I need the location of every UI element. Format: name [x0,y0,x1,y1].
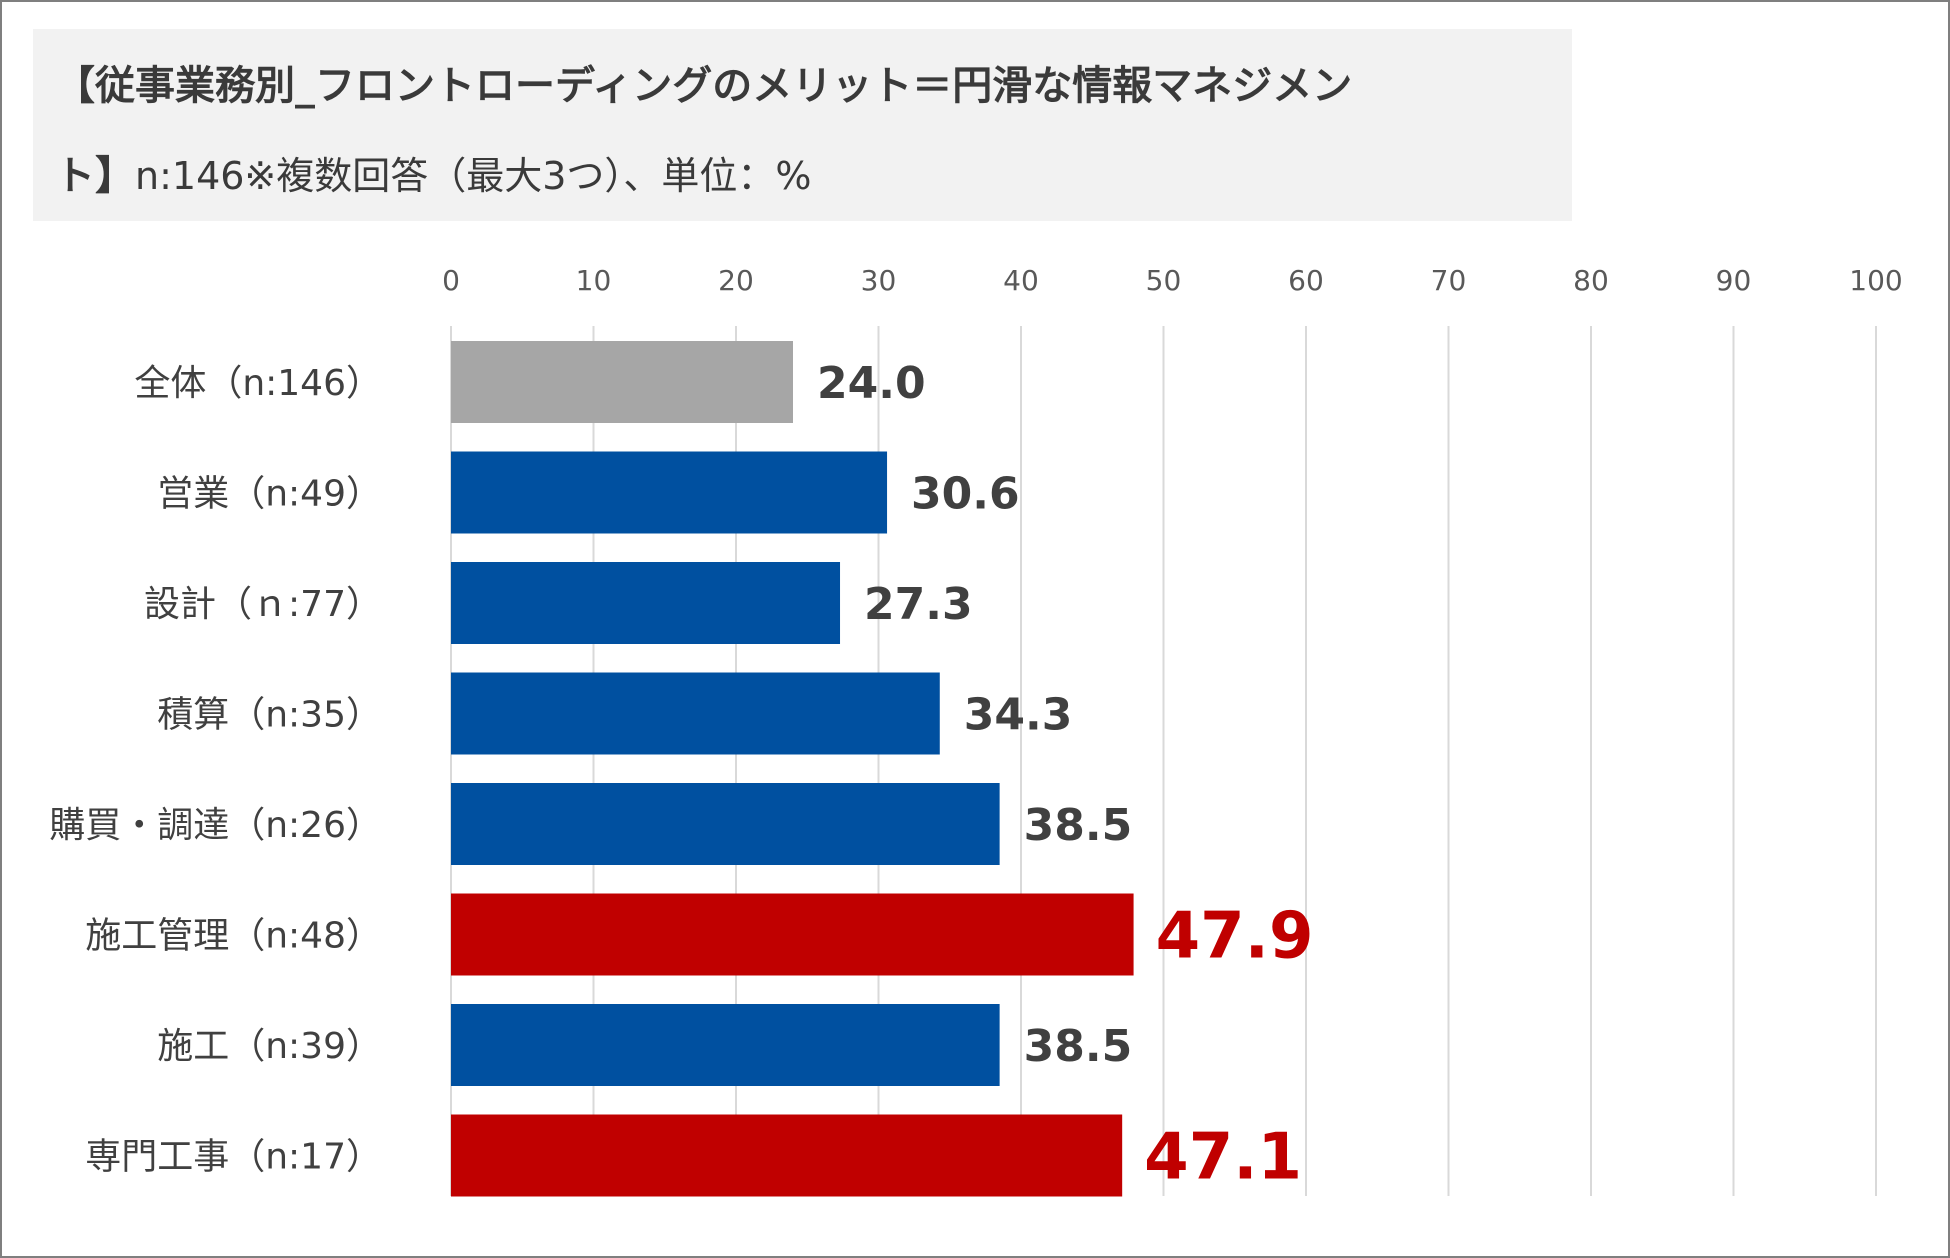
chart-subtitle: n:146※複数回答（最大3つ）、単位：% [135,154,812,198]
category-label: 専門工事（n:17） [85,1137,382,1178]
category-label: 購買・調達（n:26） [49,805,382,846]
x-tick-label: 70 [1431,264,1467,297]
bar [451,341,793,423]
bar [451,893,1134,976]
category-label: 全体（n:146） [134,363,382,404]
x-tick-label: 10 [576,264,612,297]
data-label: 27.3 [864,579,973,630]
chart-title-line-1: 【従事業務別_フロントローディングのメリット＝円滑な情報マネジメン [55,63,1353,109]
bar [451,451,888,534]
data-label: 47.1 [1144,1121,1302,1195]
x-tick-label: 30 [861,264,897,297]
data-label: 38.5 [1024,800,1133,851]
title-box: 【従事業務別_フロントローディングのメリット＝円滑な情報マネジメン ト】n:14… [33,29,1572,221]
data-label: 38.5 [1024,1021,1133,1072]
data-label: 24.0 [817,358,926,409]
category-label: 積算（n:35） [157,695,382,736]
bar [451,562,841,644]
x-tick-label: 50 [1146,264,1182,297]
x-tick-label: 90 [1716,264,1752,297]
x-tick-label: 60 [1288,264,1324,297]
x-tick-label: 40 [1003,264,1039,297]
bar [451,1114,1123,1197]
x-tick-label: 20 [718,264,754,297]
chart-title-line-2: ト】n:146※複数回答（最大3つ）、単位：% [55,143,812,201]
chart-title-line-2-bold: ト】 [55,153,135,199]
category-label: 営業（n:49） [157,474,382,515]
x-tick-label: 100 [1849,264,1902,297]
bar [451,1004,1000,1086]
x-tick-label: 0 [442,264,460,297]
data-label: 47.9 [1156,900,1314,974]
bar [451,783,1000,865]
bar [451,672,940,755]
category-label: 施工管理（n:48） [85,916,382,957]
x-tick-label: 80 [1573,264,1609,297]
data-label: 34.3 [964,690,1073,741]
category-label: 施工（n:39） [157,1026,382,1067]
category-label: 設計（ｎ:77） [144,584,382,625]
data-label: 30.6 [911,469,1020,520]
